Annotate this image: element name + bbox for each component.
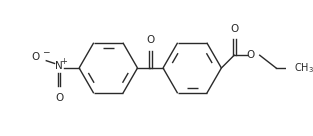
Text: O: O [230,24,238,34]
Text: N: N [55,61,63,71]
Text: O: O [246,50,255,60]
Text: −: − [42,47,49,56]
Text: +: + [60,57,67,66]
Text: CH$_3$: CH$_3$ [294,61,313,75]
Text: O: O [32,52,40,62]
Text: O: O [55,93,63,103]
Text: O: O [146,35,154,45]
